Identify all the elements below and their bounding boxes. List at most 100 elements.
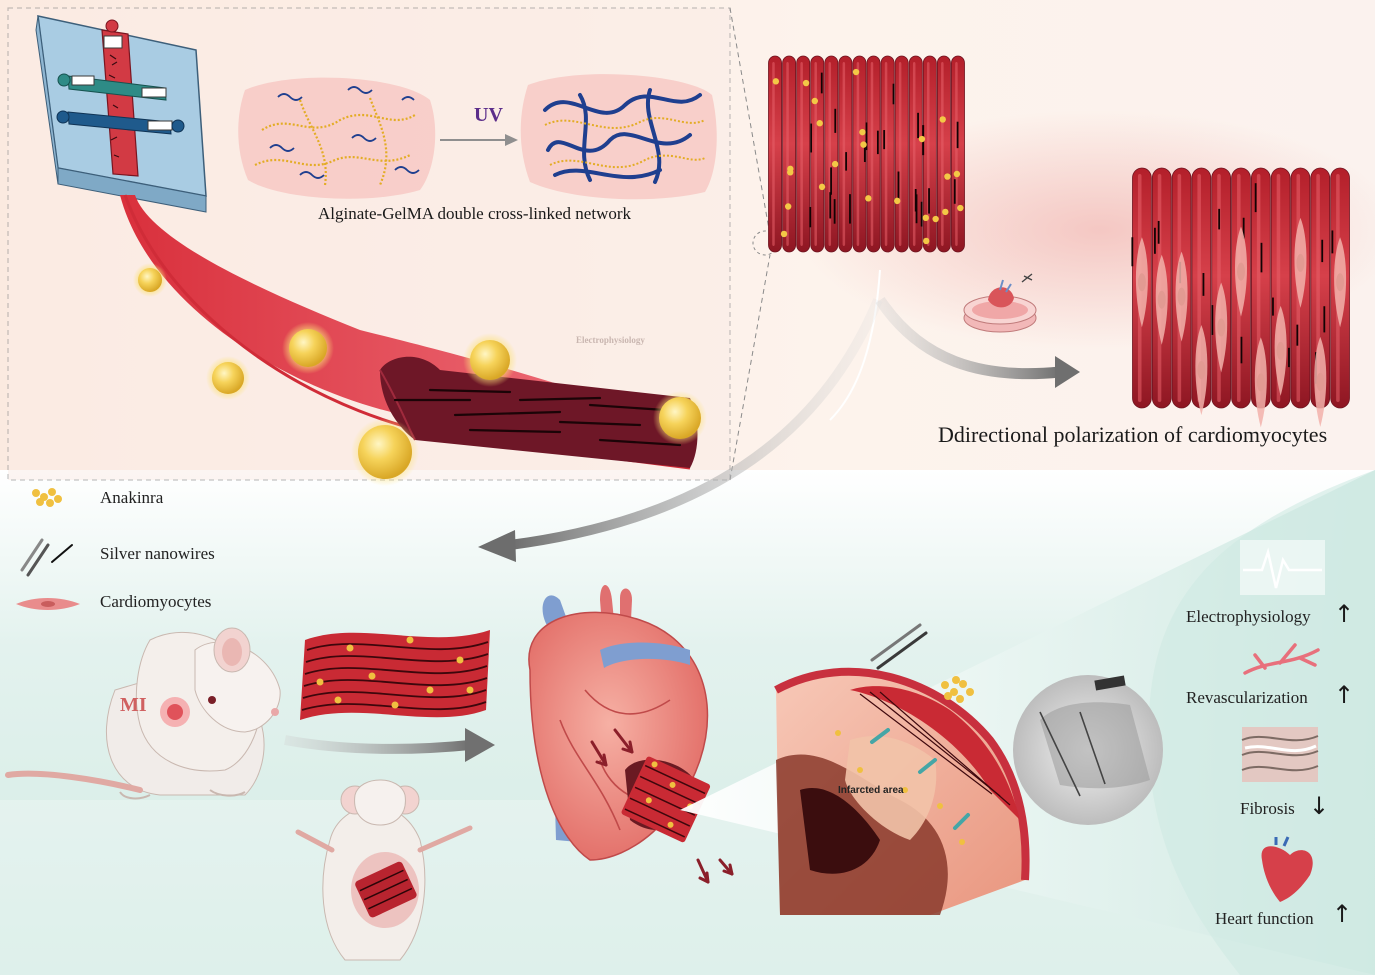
outcome-fibrosis-arrow: ↓ bbox=[1309, 792, 1330, 820]
heart-function-icon bbox=[1261, 836, 1313, 902]
mouse-side-view bbox=[5, 627, 281, 800]
implant-arrow-long bbox=[509, 298, 883, 550]
outcome-heart-function-label: Heart function bbox=[1215, 909, 1314, 928]
uv-label: UV bbox=[474, 104, 503, 126]
cell-nucleus bbox=[1137, 273, 1146, 292]
anakinra-dot bbox=[953, 170, 961, 178]
outcome-heart-function-arrow: ↑ bbox=[1332, 900, 1353, 928]
polymer-network-after bbox=[520, 74, 717, 200]
anakinra-dot bbox=[918, 135, 926, 143]
faint-electrophysiology-label: Electrophysiology bbox=[576, 335, 645, 345]
fiber-band bbox=[782, 55, 797, 253]
fiber-band bbox=[880, 55, 895, 253]
fiber-band bbox=[796, 55, 811, 253]
silver-nanowire-legend-icon bbox=[20, 538, 73, 577]
anakinra-dot bbox=[942, 208, 949, 216]
anakinra-dot bbox=[865, 195, 872, 202]
fiber-highlight bbox=[955, 62, 958, 246]
infarct-label: Infarcted area bbox=[838, 785, 904, 796]
fiber-highlight bbox=[772, 62, 775, 246]
outcome-electrophysiology-arrow: ↑ bbox=[1334, 600, 1355, 628]
fiber-highlight bbox=[814, 62, 817, 246]
fiber-highlight bbox=[786, 62, 789, 246]
fibrosis-icon bbox=[1241, 727, 1319, 782]
microfluidic-chip bbox=[35, 15, 207, 213]
fiber-band bbox=[768, 55, 782, 253]
cell-nucleus bbox=[1157, 290, 1166, 309]
cell-nucleus bbox=[1177, 287, 1186, 306]
cell-nucleus bbox=[1237, 262, 1245, 281]
anakinra-dot bbox=[923, 237, 930, 245]
fiber-band bbox=[951, 55, 965, 253]
anakinra-dot bbox=[860, 141, 867, 148]
outcome-fibrosis-label: Fibrosis bbox=[1240, 799, 1295, 818]
fiber-patch bbox=[300, 630, 490, 720]
wedge-anakinra bbox=[941, 676, 974, 703]
cell-nucleus bbox=[1296, 253, 1305, 272]
legend-anakinra-label: Anakinra bbox=[100, 488, 164, 507]
anakinra-dot bbox=[772, 78, 780, 85]
anakinra-legend-icon bbox=[32, 488, 62, 507]
mouse-top-view bbox=[295, 779, 473, 961]
anakinra-dot bbox=[784, 203, 792, 210]
aligned-fiber-bundle bbox=[768, 55, 965, 253]
fiber-highlight bbox=[800, 62, 803, 246]
anakinra-dot bbox=[816, 120, 823, 127]
anakinra-dot bbox=[939, 116, 946, 123]
polarization-caption: Ddirectional polarization of cardiomyocy… bbox=[938, 422, 1328, 447]
anakinra-dot bbox=[802, 79, 810, 87]
anakinra-dot bbox=[852, 68, 860, 76]
cardiomyocyte-fiber-bundle bbox=[1131, 167, 1350, 428]
mi-label: MI bbox=[120, 694, 147, 716]
cell-nucleus bbox=[1276, 341, 1285, 360]
fiber-highlight bbox=[842, 62, 846, 246]
fiber-highlight bbox=[856, 62, 860, 246]
anakinra-dot bbox=[957, 204, 964, 212]
anakinra-dot bbox=[818, 183, 826, 191]
fiber-band bbox=[852, 55, 867, 253]
outcome-revascularization-label: Revascularization bbox=[1186, 688, 1308, 707]
cell-nucleus bbox=[1336, 273, 1345, 292]
outcome-revascularization-arrow: ↑ bbox=[1334, 681, 1355, 709]
microscopy-inset bbox=[1013, 675, 1163, 825]
fiber-band bbox=[894, 55, 909, 253]
outcome-electrophysiology-label: Electrophysiology bbox=[1186, 607, 1311, 626]
legend-nanowires-label: Silver nanowires bbox=[100, 544, 215, 563]
cell-nucleus bbox=[1316, 372, 1325, 391]
fiber-highlight bbox=[884, 62, 888, 246]
fiber-highlight bbox=[941, 62, 944, 246]
anakinra-dot bbox=[932, 215, 939, 223]
anakinra-dot bbox=[780, 230, 788, 238]
ecg-icon bbox=[1240, 540, 1325, 595]
cell-nucleus bbox=[1197, 360, 1206, 379]
cell-nucleus bbox=[1217, 318, 1226, 337]
cell-nucleus bbox=[1256, 373, 1265, 392]
polymer-network-before bbox=[238, 77, 436, 199]
fiber-band bbox=[824, 55, 839, 253]
vessel-icon bbox=[1243, 643, 1320, 675]
legend-cardiomyocytes-label: Cardiomyocytes bbox=[100, 592, 212, 611]
anakinra-dot bbox=[831, 160, 839, 168]
fiber-band bbox=[936, 55, 951, 253]
fiber-highlight bbox=[912, 62, 916, 246]
heart-illustration bbox=[528, 585, 734, 884]
fiber-band bbox=[810, 55, 825, 253]
anakinra-dot bbox=[787, 169, 794, 176]
fiber-band bbox=[908, 55, 923, 253]
anakinra-dot bbox=[944, 173, 951, 180]
fiber-band bbox=[866, 55, 881, 253]
fiber-highlight bbox=[870, 62, 874, 246]
network-caption: Alginate-GelMA double cross-linked netwo… bbox=[318, 204, 632, 223]
anakinra-dot bbox=[859, 128, 866, 136]
anakinra-dot bbox=[922, 214, 929, 222]
cardiomyocyte-legend-icon bbox=[16, 598, 80, 610]
anakinra-dot bbox=[811, 97, 818, 105]
fiber-highlight bbox=[898, 62, 902, 246]
culture-arrow bbox=[875, 296, 1061, 380]
anakinra-particles bbox=[133, 263, 707, 486]
fiber-band bbox=[922, 55, 937, 253]
wedge-nanowires bbox=[870, 623, 928, 670]
infarct-cross-section bbox=[774, 667, 1030, 915]
anakinra-dot bbox=[893, 197, 901, 205]
